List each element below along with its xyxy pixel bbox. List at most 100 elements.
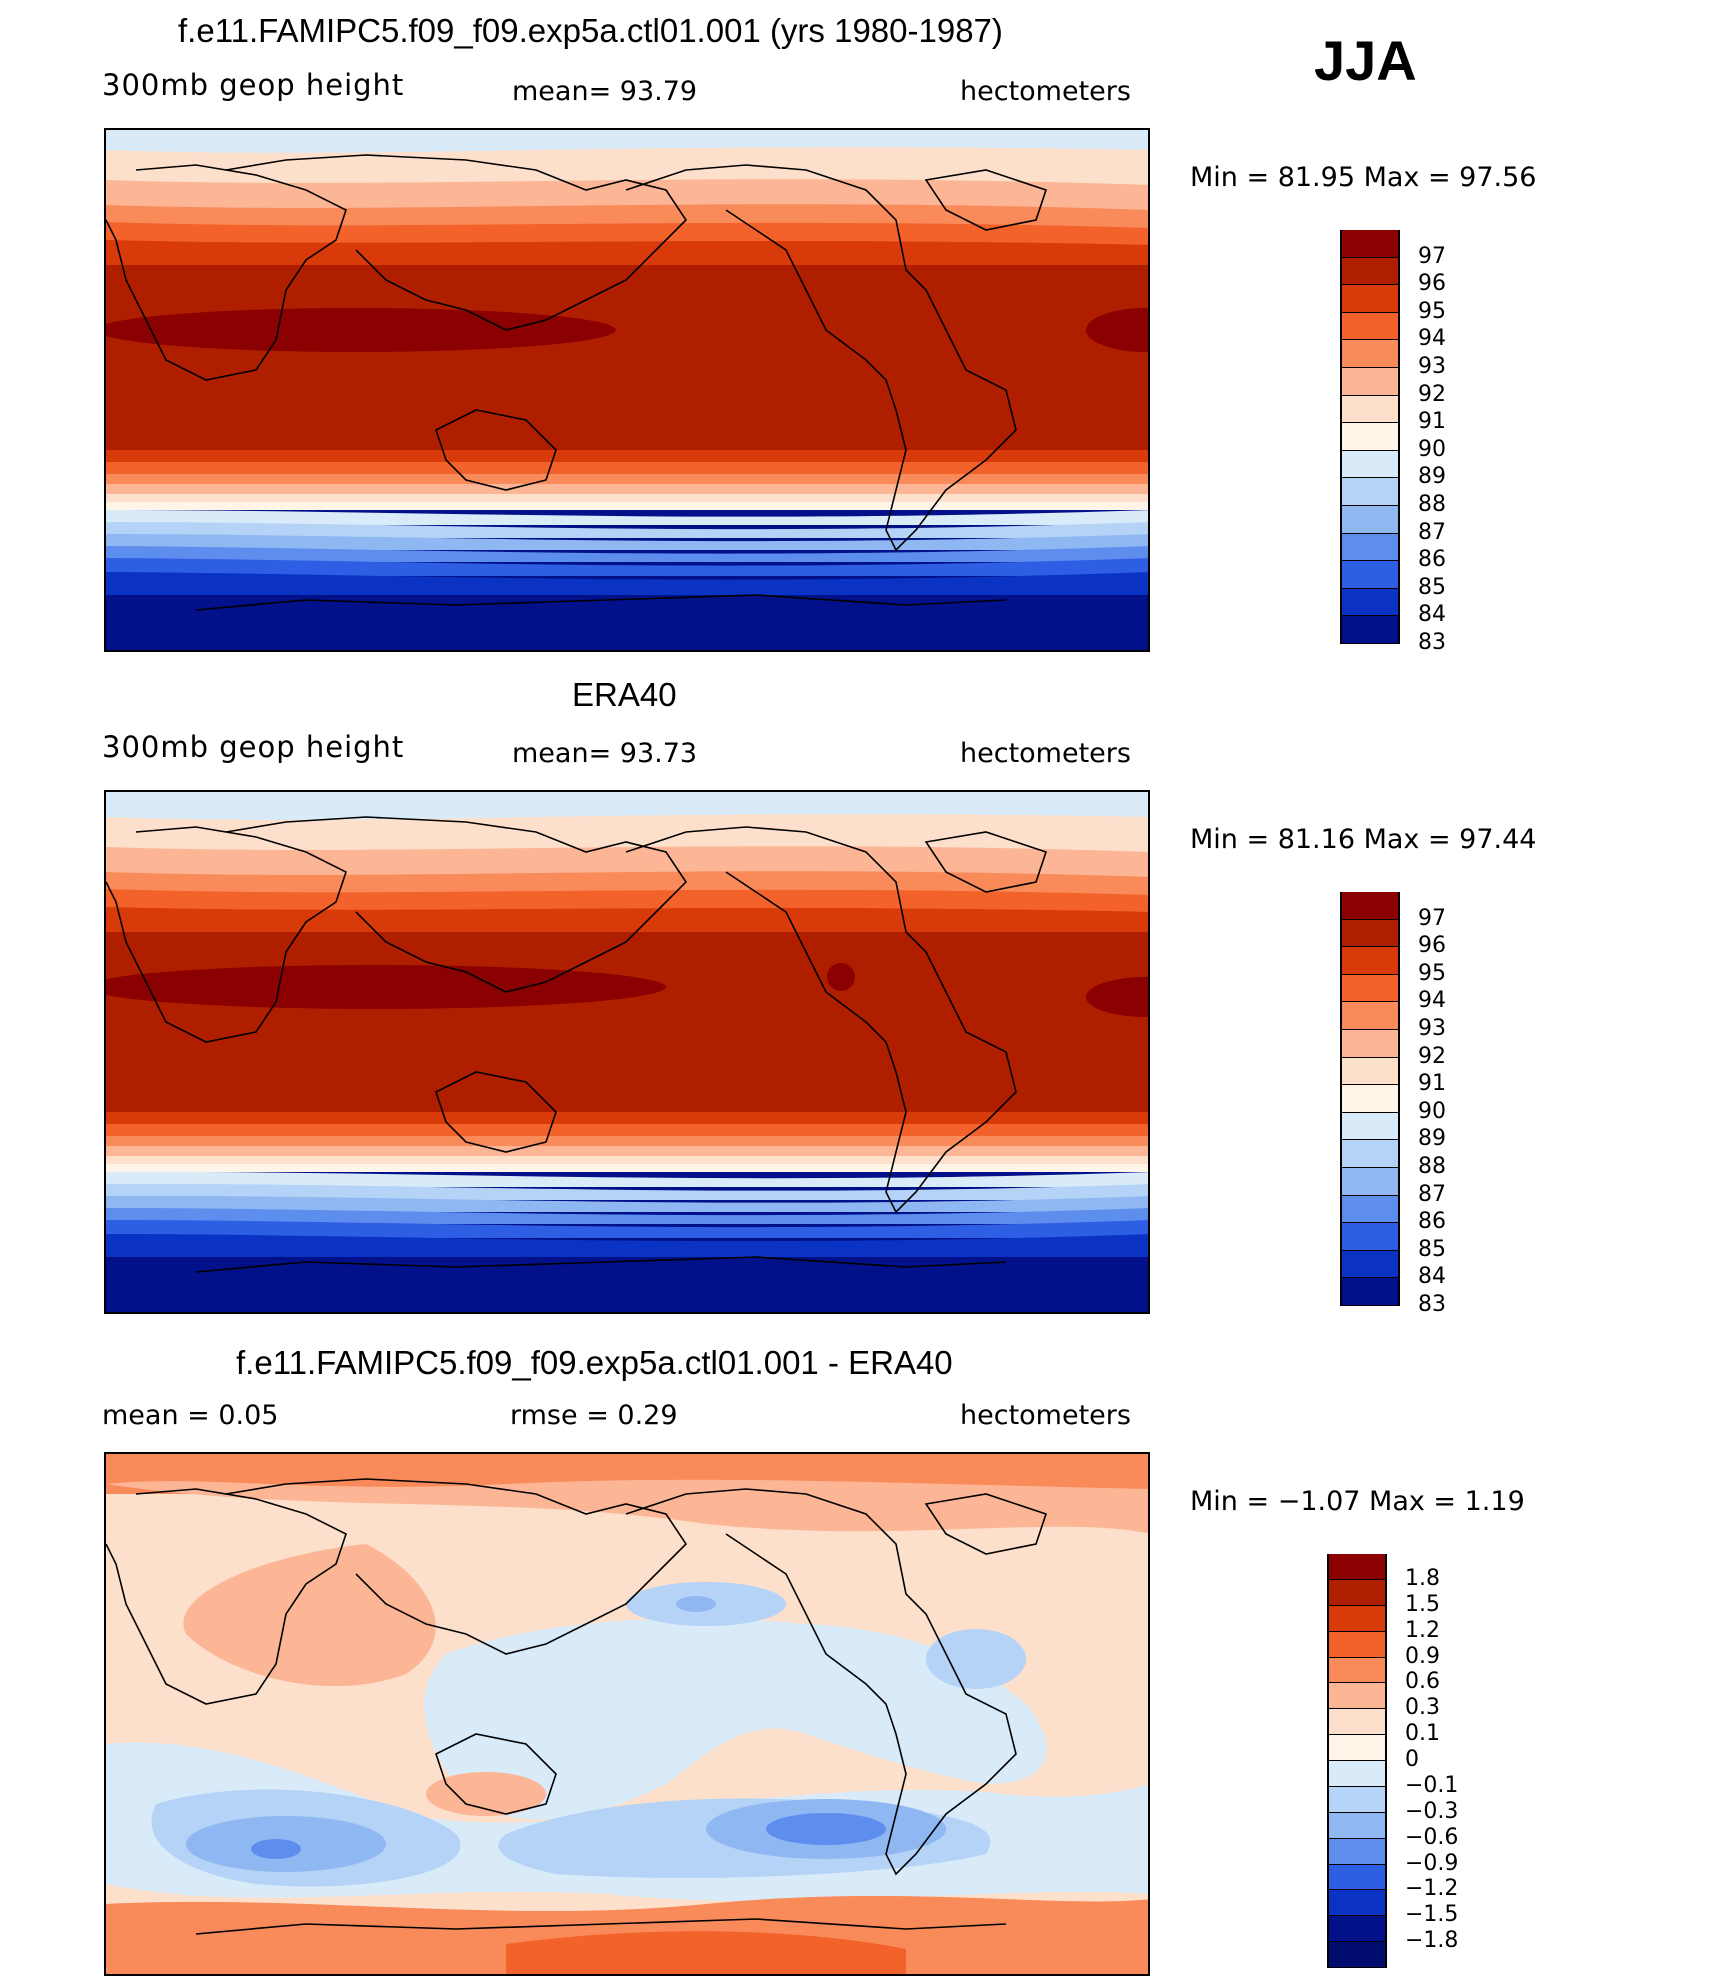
colorbar-swatch: [1329, 1890, 1385, 1917]
colorbar-level-label: 91: [1418, 409, 1446, 435]
colorbar-level-label: 0.3: [1405, 1695, 1440, 1721]
colorbar-level-label: 0.1: [1405, 1721, 1440, 1747]
colorbar-level-label: 92: [1418, 381, 1446, 407]
colorbar-swatch: [1342, 1002, 1398, 1030]
panel3-colorbar-box: [1327, 1554, 1387, 1968]
panel2-map: [104, 790, 1150, 1314]
colorbar-swatch: [1342, 285, 1398, 313]
season-label: JJA: [1314, 29, 1417, 92]
colorbar-swatch: [1342, 974, 1398, 1003]
colorbar-level-label: 86: [1418, 547, 1446, 573]
colorbar-swatch: [1342, 257, 1398, 286]
colorbar-swatch: [1342, 368, 1398, 396]
colorbar-level-label: 96: [1418, 933, 1446, 959]
panel1-colorbar-box: [1340, 230, 1400, 644]
colorbar-level-label: 90: [1418, 1098, 1446, 1124]
colorbar-level-label: 91: [1418, 1071, 1446, 1097]
colorbar-swatch: [1329, 1916, 1385, 1943]
panel3-title: f.e11.FAMIPC5.f09_f09.exp5a.ctl01.001 - …: [236, 1344, 953, 1381]
colorbar-swatch: [1329, 1683, 1385, 1710]
colorbar-swatch: [1342, 340, 1398, 368]
colorbar-swatch: [1329, 1942, 1385, 1968]
colorbar-level-label: 92: [1418, 1043, 1446, 1069]
colorbar-level-label: 90: [1418, 436, 1446, 462]
panel2-minmax: Min = 81.16 Max = 97.44: [1190, 824, 1537, 855]
panel1-minmax: Min = 81.95 Max = 97.56: [1190, 162, 1537, 193]
colorbar-swatch: [1342, 1223, 1398, 1251]
panel3-units: hectometers: [960, 1400, 1131, 1431]
panel3-minmax: Min = −1.07 Max = 1.19: [1190, 1486, 1525, 1517]
colorbar-swatch: [1342, 478, 1398, 506]
colorbar-swatch: [1329, 1554, 1385, 1580]
colorbar-swatch: [1342, 395, 1398, 424]
colorbar-swatch: [1342, 230, 1398, 258]
colorbar-swatch: [1329, 1864, 1385, 1891]
colorbar-swatch: [1342, 1030, 1398, 1058]
colorbar-level-label: −0.6: [1405, 1824, 1459, 1850]
panel2-variable-label: 300mb geop height: [102, 730, 405, 764]
panel2-colorbar-box: [1340, 892, 1400, 1306]
colorbar-level-label: 96: [1418, 271, 1446, 297]
colorbar-level-label: 88: [1418, 492, 1446, 517]
colorbar-swatch: [1329, 1761, 1385, 1787]
colorbar-swatch: [1342, 1085, 1398, 1113]
panel2-title: ERA40: [572, 676, 677, 713]
colorbar-level-label: 88: [1418, 1154, 1446, 1179]
panel3-map: [104, 1452, 1150, 1976]
colorbar-level-label: 84: [1418, 1264, 1446, 1290]
colorbar-level-label: 86: [1418, 1209, 1446, 1235]
colorbar-swatch: [1329, 1657, 1385, 1684]
colorbar-swatch: [1342, 1250, 1398, 1279]
colorbar-level-label: 94: [1418, 326, 1446, 352]
panel1-title: f.e11.FAMIPC5.f09_f09.exp5a.ctl01.001 (y…: [178, 12, 1003, 49]
colorbar-level-label: 94: [1418, 988, 1446, 1014]
colorbar-swatch: [1342, 588, 1398, 617]
colorbar-level-label: 87: [1418, 1181, 1446, 1207]
panel1-units: hectometers: [960, 76, 1131, 107]
colorbar-level-label: 89: [1418, 464, 1446, 490]
colorbar-level-label: −1.8: [1405, 1928, 1459, 1954]
colorbar-level-label: 0: [1405, 1747, 1419, 1772]
panel2-units: hectometers: [960, 738, 1131, 769]
colorbar-level-label: 0.9: [1405, 1643, 1440, 1669]
colorbar-swatch: [1329, 1735, 1385, 1761]
colorbar-swatch: [1329, 1579, 1385, 1606]
colorbar-level-label: 97: [1418, 905, 1446, 931]
panel3-mean: mean = 0.05: [102, 1400, 279, 1431]
colorbar-swatch: [1342, 892, 1398, 920]
colorbar-swatch: [1329, 1812, 1385, 1839]
colorbar-level-label: 87: [1418, 519, 1446, 545]
colorbar-swatch: [1329, 1786, 1385, 1813]
colorbar-level-label: −1.2: [1405, 1876, 1459, 1902]
colorbar-swatch: [1342, 1168, 1398, 1196]
colorbar-swatch: [1342, 947, 1398, 975]
colorbar-swatch: [1342, 506, 1398, 534]
colorbar-level-label: 93: [1418, 1016, 1446, 1041]
colorbar-swatch: [1342, 312, 1398, 341]
colorbar-level-label: 84: [1418, 602, 1446, 628]
colorbar-swatch: [1329, 1838, 1385, 1865]
colorbar-swatch: [1342, 533, 1398, 562]
colorbar-swatch: [1329, 1631, 1385, 1658]
colorbar-level-label: 1.5: [1405, 1591, 1440, 1617]
colorbar-level-label: 85: [1418, 1236, 1446, 1262]
colorbar-level-label: 95: [1418, 960, 1446, 986]
colorbar-level-label: −1.5: [1405, 1902, 1459, 1928]
colorbar-swatch: [1342, 561, 1398, 589]
colorbar-swatch: [1342, 423, 1398, 451]
colorbar-level-label: −0.9: [1405, 1850, 1459, 1876]
colorbar-level-label: 95: [1418, 298, 1446, 324]
colorbar-level-label: −0.1: [1405, 1772, 1459, 1798]
colorbar-swatch: [1342, 616, 1398, 644]
colorbar-level-label: 1.2: [1405, 1617, 1440, 1643]
colorbar-level-label: 0.6: [1405, 1669, 1440, 1695]
colorbar-level-label: 83: [1418, 630, 1446, 655]
panel2-mean: mean= 93.73: [512, 738, 698, 769]
colorbar-swatch: [1342, 450, 1398, 479]
panel1-variable-label: 300mb geop height: [102, 68, 405, 102]
colorbar-level-label: 83: [1418, 1292, 1446, 1317]
colorbar-level-label: 93: [1418, 354, 1446, 379]
colorbar-swatch: [1342, 1057, 1398, 1086]
panel1-map: [104, 128, 1150, 652]
colorbar-level-label: 97: [1418, 243, 1446, 269]
